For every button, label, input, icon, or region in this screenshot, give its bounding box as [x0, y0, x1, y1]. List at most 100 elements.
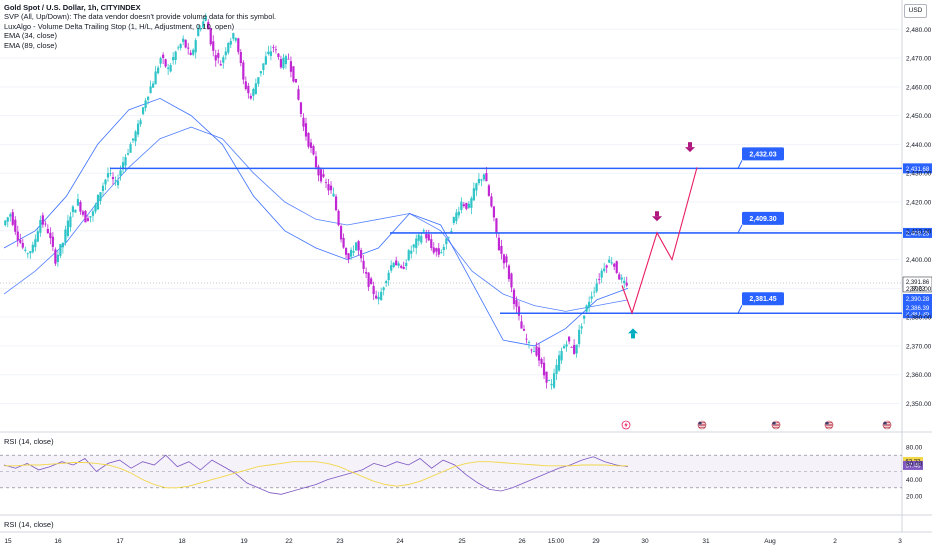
- time-tick-label: 16: [54, 538, 62, 545]
- candle-body: [342, 237, 345, 248]
- rsi-tick-label: 20.00: [906, 493, 923, 500]
- candle-body: [24, 249, 27, 251]
- candle-body: [490, 196, 493, 207]
- candle-body: [380, 291, 383, 301]
- candle-body: [512, 289, 516, 305]
- candle-body: [615, 261, 618, 273]
- us-flag-icon[interactable]: [824, 420, 834, 430]
- candle-body: [457, 211, 460, 216]
- candle-body: [605, 265, 608, 268]
- us-flag-icon[interactable]: [771, 420, 781, 430]
- candle-body: [89, 216, 92, 218]
- candle-body: [81, 211, 85, 215]
- candle-body: [162, 54, 165, 59]
- indicator-ema-34[interactable]: EMA (34, close): [4, 31, 57, 41]
- candle-body: [31, 244, 34, 253]
- candle-body: [334, 196, 338, 211]
- candle-body: [259, 71, 262, 74]
- candle-body: [480, 179, 483, 181]
- arrow-shaft: [688, 142, 692, 148]
- candle-body: [172, 57, 175, 61]
- candle-body: [332, 193, 335, 197]
- level-marker-box: [903, 163, 932, 174]
- time-tick-label: 19: [240, 538, 248, 545]
- axes: 2,480.00 2,470.00 2,460.00 2,450.00 2,440.00…: [4, 27, 931, 545]
- candle-body: [477, 178, 480, 184]
- candle-body: [39, 220, 42, 233]
- horizontal-levels[interactable]: 2,432.03 2,431.68 2,409.30 2,409.25 2,381.45…: [0, 147, 932, 319]
- grid: [0, 0, 932, 533]
- candle-body: [360, 250, 363, 259]
- candle-body: [415, 238, 418, 249]
- candle-body: [440, 252, 443, 253]
- candle-body: [111, 177, 115, 180]
- us-flag-icon[interactable]: [697, 420, 707, 430]
- candle-body: [322, 174, 325, 177]
- candle-body: [492, 206, 496, 218]
- candle-body: [79, 202, 82, 212]
- candle-body: [192, 49, 195, 55]
- candle-body: [16, 231, 19, 241]
- candle-body: [452, 217, 455, 224]
- candle-body: [304, 123, 308, 137]
- candle-body: [405, 262, 408, 267]
- candle-body: [462, 204, 465, 207]
- candle-body: [410, 250, 413, 254]
- candle-body: [229, 40, 232, 45]
- candle-body: [432, 247, 435, 253]
- candle-body: [420, 235, 423, 243]
- rsi-legend-2[interactable]: RSI (14, close): [4, 520, 54, 529]
- candle-body: [297, 89, 300, 100]
- candle-body: [274, 49, 278, 51]
- flag-stripe: [698, 426, 706, 428]
- time-tick-label: 18: [178, 538, 186, 545]
- symbol-title[interactable]: Gold Spot / U.S. Dollar, 1h, CITYINDEX: [4, 3, 141, 12]
- candle-body: [124, 157, 127, 166]
- candle-body: [302, 117, 305, 127]
- lightning-icon[interactable]: [621, 420, 631, 430]
- currency-button[interactable]: USD: [904, 4, 927, 18]
- candle-body: [104, 179, 107, 185]
- candle-body: [244, 81, 247, 89]
- rsi-value-box: [903, 460, 923, 470]
- candle-body: [613, 263, 616, 267]
- rsi-legend-1[interactable]: RSI (14, close): [4, 437, 54, 446]
- countdown-label: 37:22: [910, 286, 926, 292]
- candle-body: [352, 251, 355, 253]
- level-label: 2,381.45: [749, 296, 776, 303]
- us-flag-icon[interactable]: [882, 420, 892, 430]
- indicator-svp[interactable]: SVP (All, Up/Down): The data vendor does…: [4, 12, 277, 22]
- candle-body: [202, 21, 205, 28]
- candle-body: [610, 262, 613, 264]
- candle-body: [227, 42, 230, 53]
- time-tick-label: 31: [702, 538, 710, 545]
- event-icons[interactable]: [621, 420, 892, 430]
- candle-body: [487, 185, 491, 196]
- candle-body: [257, 77, 260, 84]
- flag-stripe: [772, 422, 780, 424]
- time-tick-label: 24: [396, 538, 404, 545]
- candle-body: [99, 192, 102, 201]
- candle-body: [417, 234, 420, 241]
- candle-body: [547, 380, 551, 381]
- candle-body: [234, 38, 237, 41]
- indicator-luxalgo[interactable]: LuxAlgo - Volume Delta Trailing Stop (1,…: [4, 21, 235, 31]
- candle-body: [189, 52, 192, 55]
- candle-body: [159, 58, 162, 64]
- candle-body: [537, 347, 541, 361]
- price-tick-label: 2,420.00: [906, 199, 932, 206]
- projection[interactable]: [621, 142, 698, 339]
- indicator-ema-89[interactable]: EMA (89, close): [4, 40, 57, 50]
- rsi-tick-label: 40.00: [906, 477, 923, 484]
- flag-canton: [698, 422, 702, 425]
- candle-body: [109, 173, 112, 174]
- level-marker-box: [903, 227, 932, 238]
- candle-body: [354, 242, 358, 251]
- ema-marker-label: 2,390.28: [906, 297, 930, 303]
- ema-marker-box: [903, 302, 932, 312]
- candle-body: [495, 218, 498, 234]
- candle-body: [129, 144, 132, 153]
- time-tick-label: 2: [833, 538, 837, 545]
